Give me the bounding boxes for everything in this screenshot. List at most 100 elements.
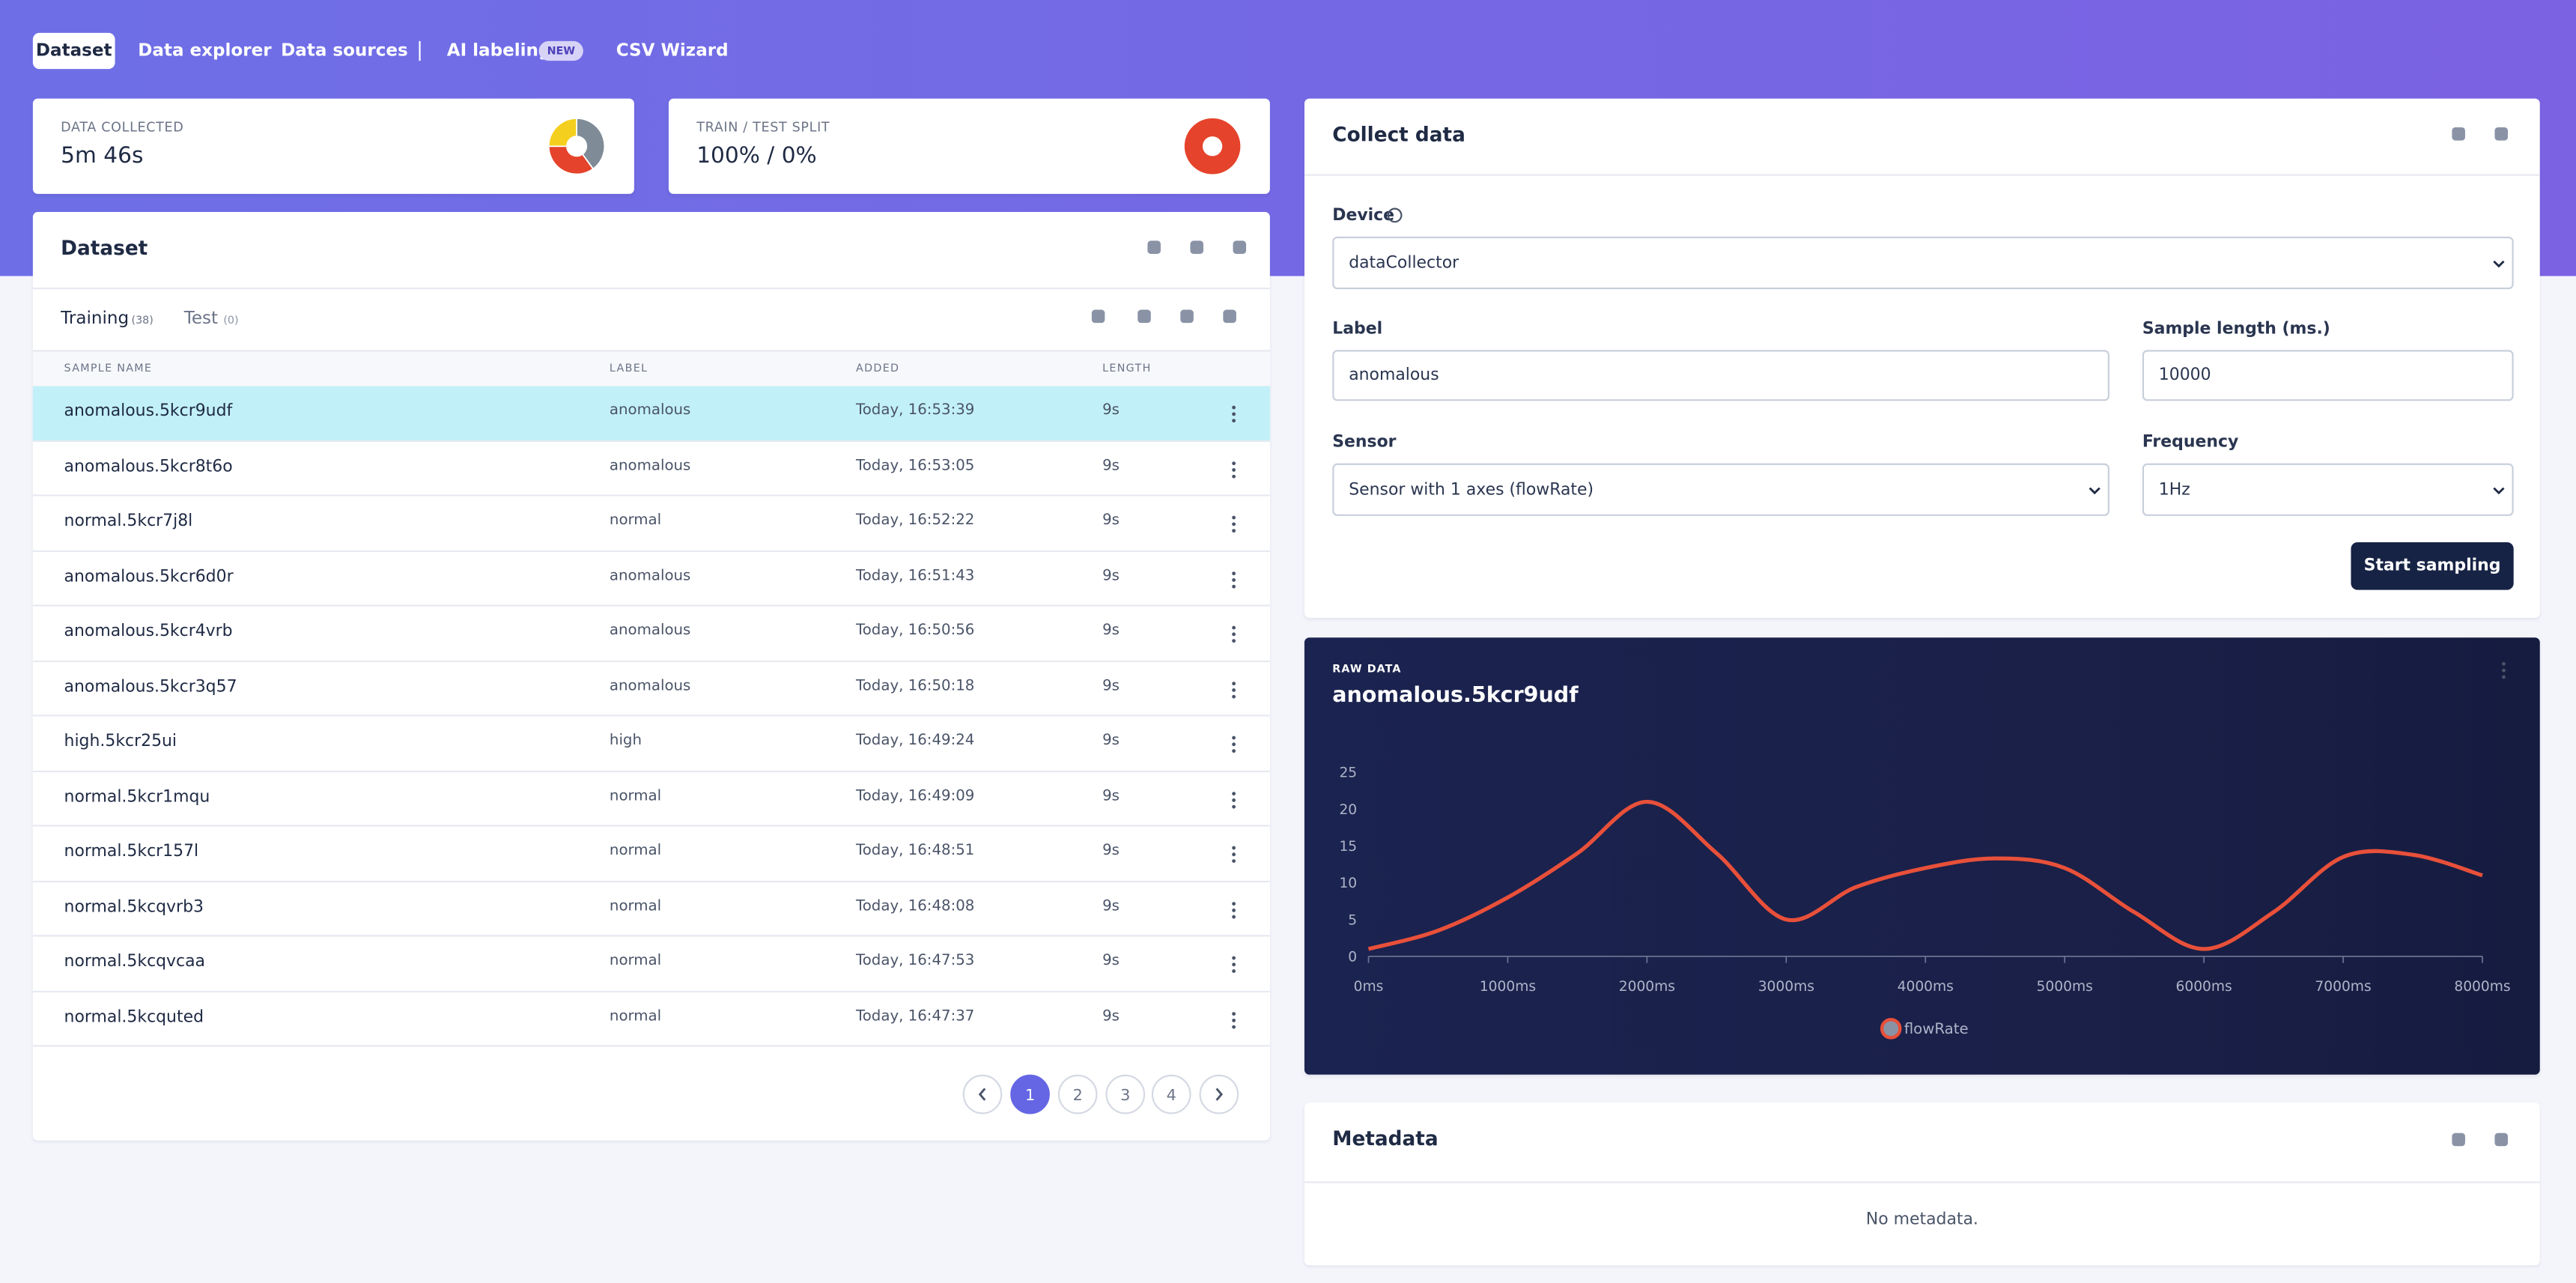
- table-row[interactable]: normal.5kcqvcaa normal Today, 16:47:53 9s: [32, 936, 1270, 992]
- cell: 9s: [1102, 843, 1120, 860]
- start-button[interactable]: Start sampling: [2351, 542, 2514, 590]
- table-row[interactable]: anomalous.5kcr4vrb anomalous Today, 16:50:…: [32, 606, 1270, 662]
- column-header: LENGTH: [1102, 361, 1152, 375]
- tab-test[interactable]: Test: [183, 309, 219, 329]
- dot: [1232, 1017, 1236, 1022]
- select-caret: [2089, 487, 2100, 495]
- kebab-menu: [1232, 405, 1236, 423]
- nav-separator: [419, 40, 421, 61]
- table-tool-icon: [1091, 309, 1105, 324]
- header-icon: [2452, 1132, 2465, 1147]
- table-row[interactable]: anomalous.5kcr3q57 anomalous Today, 16:50:…: [32, 661, 1270, 717]
- dot: [1232, 962, 1236, 967]
- table-row[interactable]: anomalous.5kcr9udf anomalous Today, 16:53:…: [32, 386, 1270, 442]
- table-row[interactable]: normal.5kcr1mqu normal Today, 16:49:09 9s: [32, 771, 1270, 827]
- sample-name: anomalous.5kcr8t6o: [64, 458, 233, 476]
- toolbar-icon-glyph: [1147, 240, 1161, 254]
- summary-card: TRAIN / TEST SPLIT 100% / 0%: [668, 98, 1270, 194]
- donut-chart: [547, 118, 606, 175]
- column-header: ADDED: [856, 361, 900, 375]
- legend-swatch: [1880, 1018, 1902, 1040]
- x-tick-label: 7000ms: [2315, 979, 2371, 995]
- help-ring: [1387, 207, 1403, 223]
- table-row[interactable]: normal.5kcqvrb3 normal Today, 16:48:08 9s: [32, 882, 1270, 937]
- label-input[interactable]: anomalous: [1332, 350, 2109, 401]
- field-label: Label: [1332, 320, 1383, 339]
- header-icon-glyph: [2452, 1132, 2465, 1147]
- table-row[interactable]: anomalous.5kcr8t6o anomalous Today, 16:53:…: [32, 441, 1270, 497]
- y-tick-label: 25: [1339, 765, 1357, 781]
- donut-chart: [1184, 118, 1241, 175]
- caret: [2493, 260, 2505, 268]
- divider: [1304, 1181, 2540, 1183]
- table-row[interactable]: anomalous.5kcr6d0r anomalous Today, 16:51:…: [32, 551, 1270, 607]
- donut-segment: [576, 118, 606, 170]
- table-row[interactable]: high.5kcr25ui high Today, 16:49:24 9s: [32, 716, 1270, 772]
- cell: Today, 16:53:39: [856, 402, 975, 419]
- header-icon-glyph: [2452, 127, 2465, 141]
- sensor-select[interactable]: Sensor with 1 axes (flowRate): [1332, 463, 2109, 516]
- cell: Today, 16:47:53: [856, 953, 975, 970]
- sample-name: anomalous.5kcr9udf: [64, 402, 233, 421]
- dot: [1232, 749, 1236, 753]
- toolbar-icon: [1233, 240, 1247, 254]
- sample-name: normal.5kcqvcaa: [64, 953, 205, 971]
- dot: [1232, 742, 1236, 747]
- x-tick-label: 0ms: [1354, 979, 1384, 995]
- collect-card: Collect data Device dataCollector Label anom…: [1304, 98, 2540, 618]
- chart-title: anomalous.5kcr9udf: [1332, 683, 1579, 709]
- table-row[interactable]: normal.5kcr157l normal Today, 16:48:51 9s: [32, 826, 1270, 882]
- cell: 9s: [1102, 953, 1120, 970]
- summary-value: 5m 46s: [61, 142, 144, 169]
- dot: [1232, 412, 1236, 416]
- cell: Today, 16:52:22: [856, 512, 975, 530]
- cell: Today, 16:48:08: [856, 897, 975, 915]
- table-row[interactable]: normal.5kcquted normal Today, 16:47:37 9s: [32, 992, 1270, 1047]
- metadata-card: Metadata No metadata.: [1304, 1102, 2540, 1266]
- cell: 9s: [1102, 512, 1120, 530]
- cell: 9s: [1102, 787, 1120, 804]
- cell: high: [609, 733, 642, 750]
- cell: 9s: [1102, 622, 1120, 640]
- dot: [1232, 687, 1236, 691]
- empty-message: No metadata.: [1865, 1210, 1978, 1230]
- device-select[interactable]: dataCollector: [1332, 236, 2514, 290]
- table-tool-icon: [1223, 309, 1236, 324]
- table-row[interactable]: normal.5kcr7j8l normal Today, 16:52:22 9s: [32, 496, 1270, 552]
- chart: 0 5 10 15 20 25 0ms 1000ms 2000ms 3000ms 4000ms 500…: [1339, 765, 2511, 1040]
- cell: anomalous: [609, 677, 691, 694]
- page-button: [1010, 1074, 1050, 1114]
- x-tick-label: 6000ms: [2175, 979, 2232, 995]
- nav-tab[interactable]: Data sources: [281, 40, 408, 61]
- chart-subtitle: RAW DATA: [1332, 662, 1402, 676]
- divider: [32, 287, 1270, 290]
- tab-count: (0): [223, 314, 239, 327]
- dot: [1232, 901, 1236, 905]
- nav-tab[interactable]: AI labeling: [446, 40, 551, 61]
- nav-tab[interactable]: CSV Wizard: [616, 40, 729, 61]
- dot: [1232, 405, 1236, 410]
- cell: normal: [609, 953, 662, 970]
- cell: Today, 16:51:43: [856, 567, 975, 584]
- cell: anomalous: [609, 622, 691, 640]
- dot: [1232, 694, 1236, 698]
- column-header: SAMPLE NAME: [64, 361, 153, 375]
- help-icon: [1387, 207, 1403, 223]
- x-tick-label: 5000ms: [2037, 979, 2093, 995]
- nav-tab[interactable]: Data explorer: [138, 40, 272, 61]
- y-tick-label: 0: [1348, 949, 1357, 965]
- cell: Today, 16:53:05: [856, 458, 975, 474]
- column-header: LABEL: [609, 361, 648, 375]
- tab-training[interactable]: Training: [61, 309, 130, 329]
- frequency-select[interactable]: 1Hz: [2142, 463, 2514, 516]
- header-icon: [2494, 127, 2508, 141]
- caret: [2493, 487, 2505, 495]
- x-tick-label: 2000ms: [1619, 979, 1675, 995]
- cell: Today, 16:50:18: [856, 677, 975, 694]
- select-caret: [2493, 487, 2505, 495]
- field-label: Device: [1332, 207, 1395, 225]
- nav-tab-active[interactable]: Dataset: [32, 32, 115, 70]
- sample-name: anomalous.5kcr6d0r: [64, 567, 234, 586]
- summary-label: DATA COLLECTED: [61, 120, 184, 135]
- length-input[interactable]: 10000: [2142, 350, 2514, 401]
